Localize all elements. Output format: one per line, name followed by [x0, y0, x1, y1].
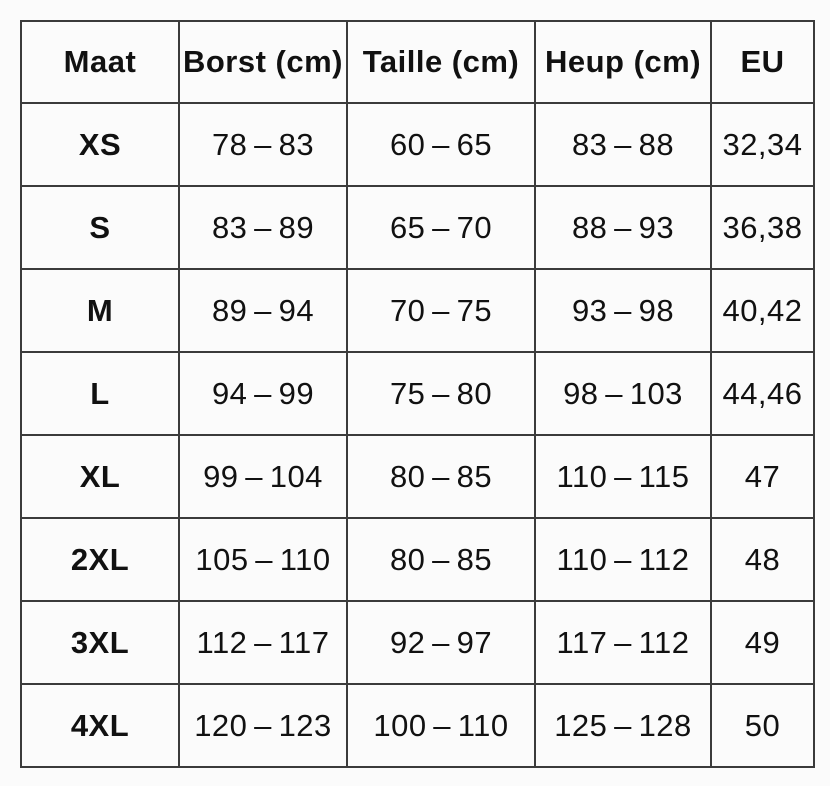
taille-value-cell: 65 – 70 — [346, 185, 536, 270]
header-cell-taille: Taille (cm) — [346, 20, 536, 104]
borst-value-cell: 78 – 83 — [178, 102, 348, 187]
eu-value-cell: 36,38 — [710, 185, 815, 270]
header-cell-heup: Heup (cm) — [534, 20, 712, 104]
taille-value-cell: 80 – 85 — [346, 434, 536, 519]
table-row-s: S 83 – 89 65 – 70 88 – 93 36,38 — [20, 185, 815, 270]
table-row-xl: XL 99 – 104 80 – 85 110 – 115 47 — [20, 434, 815, 519]
size-cell: XL — [20, 434, 180, 519]
taille-value-cell: 75 – 80 — [346, 351, 536, 436]
heup-value-cell: 117 – 112 — [534, 600, 712, 685]
heup-value-cell: 88 – 93 — [534, 185, 712, 270]
taille-value-cell: 60 – 65 — [346, 102, 536, 187]
eu-value-cell: 48 — [710, 517, 815, 602]
taille-value-cell: 100 – 110 — [346, 683, 536, 768]
eu-value-cell: 40,42 — [710, 268, 815, 353]
table-row-4xl: 4XL 120 – 123 100 – 110 125 – 128 50 — [20, 683, 815, 768]
size-chart-table: Maat Borst (cm) Taille (cm) Heup (cm) EU… — [20, 20, 815, 768]
table-row-l: L 94 – 99 75 – 80 98 – 103 44,46 — [20, 351, 815, 436]
taille-value-cell: 80 – 85 — [346, 517, 536, 602]
size-cell: 3XL — [20, 600, 180, 685]
eu-value-cell: 50 — [710, 683, 815, 768]
table-row-2xl: 2XL 105 – 110 80 – 85 110 – 112 48 — [20, 517, 815, 602]
size-chart-body: XS 78 – 83 60 – 65 83 – 88 32,34 S 83 – … — [20, 102, 815, 768]
size-cell: XS — [20, 102, 180, 187]
heup-value-cell: 125 – 128 — [534, 683, 712, 768]
taille-value-cell: 92 – 97 — [346, 600, 536, 685]
eu-value-cell: 49 — [710, 600, 815, 685]
header-cell-maat: Maat — [20, 20, 180, 104]
heup-value-cell: 83 – 88 — [534, 102, 712, 187]
borst-value-cell: 94 – 99 — [178, 351, 348, 436]
borst-value-cell: 120 – 123 — [178, 683, 348, 768]
heup-value-cell: 93 – 98 — [534, 268, 712, 353]
borst-value-cell: 89 – 94 — [178, 268, 348, 353]
header-row: Maat Borst (cm) Taille (cm) Heup (cm) EU — [20, 20, 815, 104]
size-cell: 2XL — [20, 517, 180, 602]
size-chart-header: Maat Borst (cm) Taille (cm) Heup (cm) EU — [20, 20, 815, 104]
header-cell-eu: EU — [710, 20, 815, 104]
header-cell-borst: Borst (cm) — [178, 20, 348, 104]
size-cell: M — [20, 268, 180, 353]
borst-value-cell: 112 – 117 — [178, 600, 348, 685]
borst-value-cell: 83 – 89 — [178, 185, 348, 270]
size-cell: S — [20, 185, 180, 270]
heup-value-cell: 98 – 103 — [534, 351, 712, 436]
table-row-m: M 89 – 94 70 – 75 93 – 98 40,42 — [20, 268, 815, 353]
heup-value-cell: 110 – 112 — [534, 517, 712, 602]
eu-value-cell: 44,46 — [710, 351, 815, 436]
size-cell: 4XL — [20, 683, 180, 768]
eu-value-cell: 47 — [710, 434, 815, 519]
size-cell: L — [20, 351, 180, 436]
borst-value-cell: 99 – 104 — [178, 434, 348, 519]
taille-value-cell: 70 – 75 — [346, 268, 536, 353]
borst-value-cell: 105 – 110 — [178, 517, 348, 602]
eu-value-cell: 32,34 — [710, 102, 815, 187]
heup-value-cell: 110 – 115 — [534, 434, 712, 519]
table-row-3xl: 3XL 112 – 117 92 – 97 117 – 112 49 — [20, 600, 815, 685]
table-row-xs: XS 78 – 83 60 – 65 83 – 88 32,34 — [20, 102, 815, 187]
